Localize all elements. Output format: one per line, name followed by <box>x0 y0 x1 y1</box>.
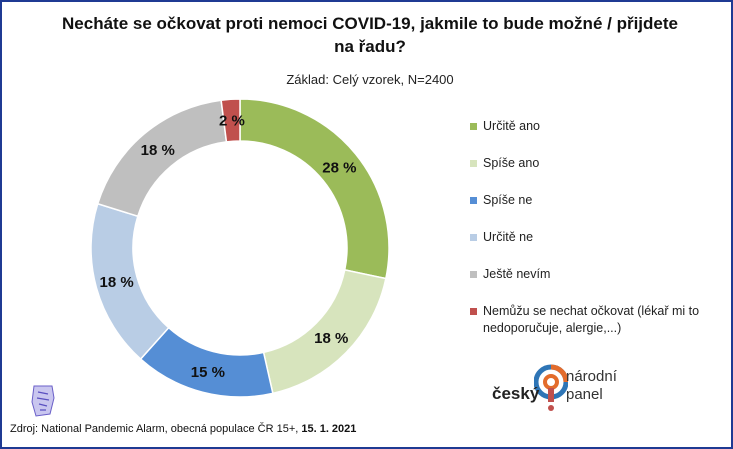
chart-title: Necháte se očkovat proti nemoci COVID-19… <box>62 14 678 56</box>
logo-word-panel: panel <box>566 386 603 403</box>
legend-swatch <box>470 197 477 204</box>
logo-word-narodni: národní <box>566 368 617 385</box>
logo-word-cesky: český <box>492 384 540 403</box>
slice-value-label-5: 18 % <box>141 142 175 159</box>
source-date: 15. 1. 2021 <box>301 423 357 435</box>
legend-swatch <box>470 308 477 315</box>
legend-swatch <box>470 234 477 241</box>
slice-value-label-4: 18 % <box>100 274 134 291</box>
legend-label: Nemůžu se nechat očkovat (lékař mi to ne… <box>483 304 700 335</box>
slice-value-label-6: 2 % <box>219 112 245 129</box>
source-note: Zdroj: National Pandemic Alarm, obecná p… <box>10 423 356 435</box>
legend-swatch <box>470 271 477 278</box>
source-text: Zdroj: National Pandemic Alarm, obecná p… <box>10 423 302 435</box>
legend-label: Určitě ano <box>483 119 540 133</box>
donut-slice-1 <box>239 98 390 280</box>
slice-value-label-2: 18 % <box>314 330 348 347</box>
legend-swatch <box>470 123 477 130</box>
legend-label: Spíše ano <box>483 156 540 170</box>
cesky-narodni-panel-logo: český národní panel <box>488 362 658 422</box>
legend-label: Ještě nevím <box>483 267 551 281</box>
seal-icon <box>31 385 55 417</box>
chart-subtitle: Základ: Celý vzorek, N=2400 <box>286 72 454 87</box>
slice-value-label-1: 28 % <box>322 159 356 176</box>
donut-slice-6 <box>220 98 241 143</box>
legend-swatch <box>470 160 477 167</box>
slice-value-label-3: 15 % <box>191 364 225 381</box>
legend-label: Určitě ne <box>483 230 534 244</box>
donut-slice-3 <box>139 326 274 398</box>
legend-label: Spíše ne <box>483 193 533 207</box>
logo-mark-icon <box>534 364 568 411</box>
